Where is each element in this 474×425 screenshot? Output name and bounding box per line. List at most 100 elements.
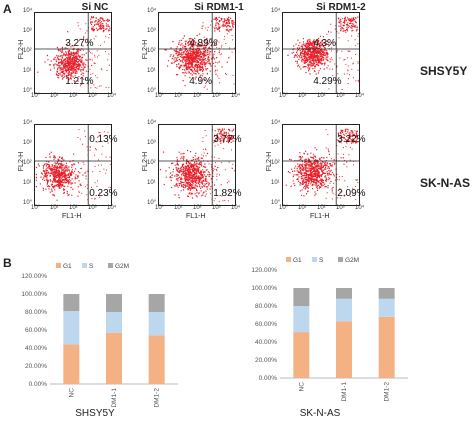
bar-y-tick-label: 60.00% [25, 327, 47, 334]
flow-plot-dots [283, 13, 359, 93]
legend-swatch [286, 257, 291, 262]
flow-y-tick-label: 10² [147, 48, 156, 54]
flow-y-tick-label: 10⁴ [23, 120, 33, 126]
flow-plot-dots [159, 13, 235, 93]
bar-segment [293, 306, 310, 333]
flow-x-tick-label: 10⁴ [107, 205, 117, 211]
flow-plot-dots [159, 125, 235, 205]
column-title-si-nc: Si NC [81, 2, 109, 13]
flow-x-tick-label: 10² [193, 205, 202, 211]
flow-plot [282, 12, 360, 94]
flow-x-tick-label: 10² [193, 93, 202, 99]
flow-x-tick-label: 10¹ [50, 205, 59, 211]
quadrant-lower-right-percent: 1.82% [213, 188, 242, 199]
quadrant-lower-right-percent: 0.23% [89, 188, 118, 199]
bar-y-tick-label: 80.00% [255, 303, 277, 310]
bar-y-tick-label: 80.00% [25, 309, 47, 316]
bar-segment [148, 335, 165, 384]
bar-y-tick-label: 20.00% [255, 357, 277, 364]
flow-x-tick-label: 10° [279, 93, 289, 99]
bar-segment [106, 332, 122, 384]
flow-plot [158, 124, 236, 206]
flow-x-tick-label: 10⁴ [355, 205, 365, 211]
quadrant-upper-right-percent: 4.3% [313, 38, 336, 49]
legend-label: G1 [293, 257, 302, 264]
bar-y-tick-label: 120.00% [21, 273, 47, 280]
bar-segment [378, 288, 395, 299]
flow-plot [282, 124, 360, 206]
flow-x-tick-label: 10⁴ [107, 93, 117, 99]
legend-label: S [319, 257, 324, 264]
quadrant-lower-right-percent: 2.09% [337, 188, 366, 199]
bar-y-tick-label: 40.00% [25, 345, 47, 352]
bar-segment [293, 332, 310, 378]
flow-plot-dots [35, 13, 111, 93]
column-title-si-rdm1-1: Si RDM1-1 [194, 2, 244, 13]
bar-category-label: sIRDM1-1 [341, 382, 348, 402]
bar-y-tick-label: 60.00% [255, 321, 277, 328]
flow-x-tick-label: 10° [279, 205, 289, 211]
legend-label: G2M [345, 257, 359, 264]
flow-plot-dots [283, 125, 359, 205]
bar-y-tick-label: 40.00% [255, 339, 277, 346]
row-title-sk-n-as: SK-N-AS [420, 176, 470, 190]
column-title-si-rdm1-2: Si RDM1-2 [316, 2, 366, 13]
flow-y-tick-label: 10⁴ [147, 8, 157, 14]
flow-x-tick-label: 10¹ [298, 93, 307, 99]
bar-y-tick-label: 100.00% [21, 291, 47, 298]
bar-segment [336, 298, 352, 322]
flow-x-axis-label: FL1-H [310, 213, 330, 220]
flow-x-tick-label: 10⁴ [231, 93, 241, 99]
flow-x-tick-label: 10³ [336, 205, 345, 211]
flow-y-tick-label: 10³ [23, 140, 32, 146]
flow-y-tick-label: 10¹ [23, 180, 32, 186]
flow-y-tick-label: 10° [23, 200, 33, 206]
flow-x-tick-label: 10⁴ [231, 205, 241, 211]
bar-category-label: NC [298, 382, 305, 392]
legend-swatch [56, 263, 61, 268]
flow-x-tick-label: 10¹ [298, 205, 307, 211]
legend-label: G2M [115, 263, 129, 270]
flow-y-tick-label: 10⁴ [271, 120, 281, 126]
flow-x-tick-label: 10² [69, 205, 78, 211]
bar-segment [378, 298, 395, 317]
bar-category-label: sIRDM1-2 [154, 388, 161, 408]
quadrant-lower-right-percent: 1.21% [65, 76, 94, 87]
bar-segment [336, 288, 352, 299]
flow-x-axis-label: FL1-H [186, 213, 206, 220]
flow-y-tick-label: 10⁴ [271, 8, 281, 14]
flow-plot-dots [35, 125, 111, 205]
flow-dots [159, 128, 235, 202]
legend-swatch [108, 263, 113, 268]
quadrant-upper-right-percent: 3.77% [213, 134, 242, 145]
flow-dots [287, 16, 359, 90]
flow-plot [158, 12, 236, 94]
flow-y-tick-label: 10⁴ [23, 8, 33, 14]
flow-x-tick-label: 10³ [88, 93, 97, 99]
bar-segment [148, 294, 165, 312]
flow-y-tick-label: 10° [147, 200, 157, 206]
flow-y-tick-label: 10² [271, 48, 280, 54]
flow-x-tick-label: 10³ [336, 93, 345, 99]
flow-y-tick-label: 10° [271, 88, 281, 94]
flow-plot [34, 12, 112, 94]
flow-x-tick-label: 10¹ [50, 93, 59, 99]
flow-y-tick-label: 10² [147, 160, 156, 166]
legend-swatch [338, 257, 343, 262]
bar-y-tick-label: 0.00% [29, 381, 48, 388]
bar-chart-caption-sk-n-as: SK-N-AS [299, 408, 341, 419]
bar-y-tick-label: 0.00% [259, 375, 278, 382]
bar-segment [378, 316, 395, 378]
bar-segment [148, 312, 165, 336]
flow-y-tick-label: 10¹ [147, 68, 156, 74]
bar-segment [63, 311, 80, 345]
flow-y-tick-label: 10° [271, 200, 281, 206]
flow-y-tick-label: 10³ [271, 140, 280, 146]
flow-y-tick-label: 10³ [147, 28, 156, 34]
bar-chart-shsy5y: 0.00% 20.00% 40.00% 60.00% 80.00% 100.00% 120.… [21, 263, 178, 408]
flow-x-tick-label: 10° [31, 205, 41, 211]
row-title-shsy5y: SHSY5Y [420, 64, 468, 78]
flow-y-tick-label: 10³ [23, 28, 32, 34]
bar-category-label: sIRDM1-1 [111, 388, 118, 408]
flow-dots [37, 16, 111, 89]
